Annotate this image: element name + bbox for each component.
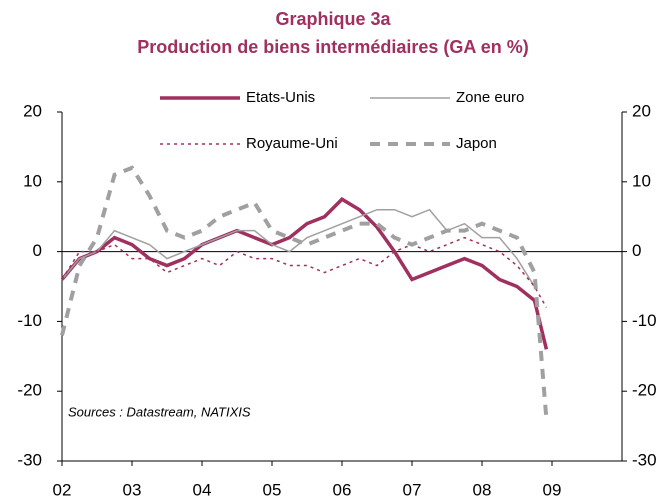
y2-tick-label: 0 — [632, 241, 641, 260]
x-tick-label: 02 — [53, 480, 72, 499]
chart-title: Graphique 3a — [275, 9, 391, 29]
series-line — [61, 208, 536, 287]
y-tick-label: 10 — [23, 171, 42, 190]
x-tick-label: 08 — [473, 480, 492, 499]
chart-subtitle: Production de biens intermédiaires (GA e… — [137, 37, 528, 57]
x-tick-label: 04 — [193, 480, 212, 499]
series-line — [60, 165, 549, 420]
y-tick-label: 0 — [33, 241, 42, 260]
annotation: Sources : Datastream, NATIXIS — [68, 404, 251, 419]
y-tick-label: -10 — [17, 311, 42, 330]
y-tick-label: -30 — [17, 450, 42, 469]
x-tick-label: 05 — [263, 480, 282, 499]
x-tick-label: 07 — [403, 480, 422, 499]
y2-tick-label: 10 — [632, 171, 651, 190]
y-tick-label: 20 — [23, 101, 42, 120]
series-line — [60, 197, 549, 350]
legend-label: Zone euro — [456, 89, 524, 106]
legend-label: Japon — [456, 135, 497, 152]
y2-tick-label: -20 — [632, 381, 657, 400]
x-tick-label: 09 — [543, 480, 562, 499]
series-line — [61, 236, 548, 308]
x-tick-label: 06 — [333, 480, 352, 499]
x-tick-label: 03 — [123, 480, 142, 499]
y2-tick-label: -10 — [632, 311, 657, 330]
y-tick-label: -20 — [17, 381, 42, 400]
legend-label: Etats-Unis — [246, 89, 315, 106]
y2-tick-label: 20 — [632, 101, 651, 120]
legend-label: Royaume-Uni — [246, 135, 338, 152]
y2-tick-label: -30 — [632, 450, 657, 469]
